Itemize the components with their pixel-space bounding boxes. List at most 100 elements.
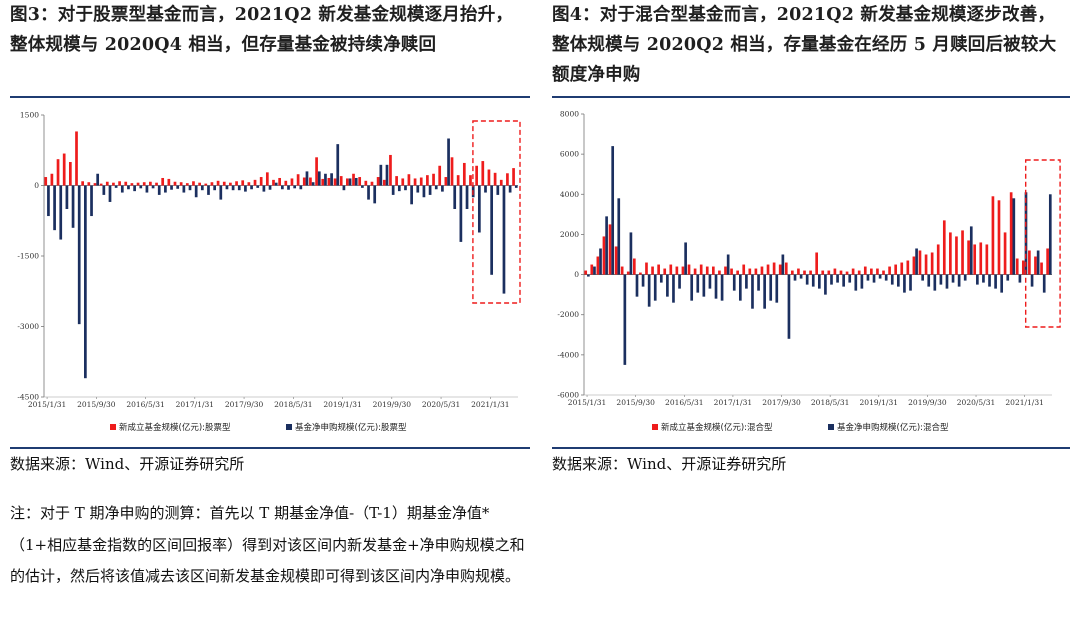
new-fund-bar xyxy=(167,178,171,186)
y-tick-label: -1500 xyxy=(17,252,39,261)
new-fund-bar xyxy=(681,266,685,275)
net-subscription-bar xyxy=(805,274,809,285)
new-fund-bar xyxy=(663,268,667,275)
net-subscription-bar xyxy=(708,274,712,289)
x-tick-label: 2015/9/30 xyxy=(77,400,116,409)
net-subscription-bar xyxy=(939,274,943,285)
x-tick-label: 2021/1/31 xyxy=(1005,398,1043,407)
net-subscription-bar xyxy=(593,266,596,275)
net-subscription-bar xyxy=(738,274,742,301)
net-subscription-bar xyxy=(945,274,949,289)
net-subscription-bar xyxy=(720,274,724,301)
net-subscription-bar xyxy=(96,173,100,186)
net-subscription-bar xyxy=(897,274,900,287)
net-subscription-bar xyxy=(120,185,124,193)
new-fund-bar xyxy=(784,262,788,275)
new-fund-bar xyxy=(955,236,958,275)
new-fund-bar xyxy=(370,181,374,186)
new-fund-bar xyxy=(973,244,977,275)
net-subscription-bar xyxy=(514,185,518,188)
net-subscription-bar xyxy=(775,274,779,303)
net-subscription-bar xyxy=(348,178,352,186)
new-fund-bar xyxy=(87,182,91,186)
x-tick-label: 2019/1/31 xyxy=(323,400,361,409)
new-fund-bar xyxy=(626,271,630,275)
new-fund-bar xyxy=(352,173,355,186)
new-fund-bar xyxy=(75,131,78,186)
net-subscription-bar xyxy=(860,274,864,289)
right-top-rule xyxy=(552,96,1070,98)
new-fund-bar xyxy=(985,244,989,275)
net-subscription-bar xyxy=(342,185,346,191)
x-tick-label: 2019/1/31 xyxy=(860,398,898,407)
new-fund-bar xyxy=(419,177,423,186)
new-fund-bar xyxy=(185,183,189,186)
new-fund-bar xyxy=(247,182,251,186)
net-subscription-bar xyxy=(133,185,136,192)
new-fund-bar xyxy=(1009,192,1013,275)
net-subscription-bar xyxy=(422,185,426,198)
new-fund-bar xyxy=(44,177,48,186)
net-subscription-bar xyxy=(477,185,481,233)
new-fund-bar xyxy=(632,258,636,275)
net-subscription-bar xyxy=(367,185,370,200)
net-subscription-bar xyxy=(842,274,845,287)
net-subscription-bar xyxy=(1006,274,1010,281)
net-subscription-bar xyxy=(361,185,364,188)
new-fund-bar xyxy=(772,262,776,275)
new-fund-bar xyxy=(265,172,269,186)
net-subscription-bar xyxy=(909,274,912,291)
net-subscription-bar xyxy=(397,185,401,192)
net-subscription-bar xyxy=(416,185,420,193)
new-fund-bar xyxy=(930,252,934,275)
new-fund-bar xyxy=(155,182,158,186)
new-fund-bar xyxy=(1040,262,1043,275)
new-fund-bar xyxy=(376,177,380,186)
net-subscription-bar xyxy=(957,274,961,287)
new-fund-bar xyxy=(778,264,782,275)
y-tick-label: 0 xyxy=(34,181,39,190)
right-hybrid-fund-chart: 8000 6000 4000 2000 0 -2000 -4000 -60002015/1/3… xyxy=(557,110,1061,433)
new-fund-bar xyxy=(1015,258,1019,275)
net-subscription-bar xyxy=(213,185,216,191)
new-fund-bar xyxy=(912,256,916,275)
x-tick-label: 2019/9/30 xyxy=(373,400,412,409)
net-subscription-bar xyxy=(635,274,639,297)
net-subscription-bar xyxy=(47,185,50,217)
net-subscription-bar xyxy=(872,274,876,283)
new-fund-bar xyxy=(462,162,466,186)
net-subscription-bar xyxy=(84,185,87,379)
net-subscription-bar xyxy=(262,185,266,192)
net-subscription-bar xyxy=(830,274,833,285)
new-fund-bar xyxy=(278,177,281,186)
net-subscription-bar xyxy=(848,274,852,283)
new-fund-bar xyxy=(112,182,115,186)
legend-swatch xyxy=(110,424,116,430)
new-fund-bar xyxy=(241,180,245,186)
y-tick-label: 8000 xyxy=(560,110,579,119)
new-fund-bar xyxy=(1028,250,1031,275)
net-subscription-bar xyxy=(441,185,444,192)
highlight-dashed-box xyxy=(472,120,521,304)
net-subscription-bar xyxy=(890,274,894,285)
new-fund-bar xyxy=(444,177,448,186)
right-figure-title: 图4：对于混合型基金而言，2021Q2 新发基金规模逐步改善，整体规模与 202… xyxy=(552,5,1057,85)
left-bottom-rule xyxy=(10,447,530,449)
new-fund-bar xyxy=(506,173,509,186)
net-subscription-bar xyxy=(672,274,675,303)
net-subscription-bar xyxy=(250,185,253,190)
x-tick-label: 2021/1/31 xyxy=(471,400,509,409)
new-fund-bar xyxy=(499,179,503,186)
net-subscription-bar xyxy=(884,274,888,281)
right-source-text: 数据来源：Wind、开源证券研究所 xyxy=(552,455,787,473)
new-fund-bar xyxy=(142,182,146,186)
new-fund-bar xyxy=(179,182,183,186)
net-subscription-bar xyxy=(824,274,827,295)
x-tick-label: 2015/9/30 xyxy=(616,398,655,407)
new-fund-bar xyxy=(382,179,386,186)
new-fund-bar xyxy=(712,266,715,275)
new-fund-bar xyxy=(967,240,970,275)
net-subscription-bar xyxy=(127,185,130,190)
legend-swatch xyxy=(828,424,834,430)
